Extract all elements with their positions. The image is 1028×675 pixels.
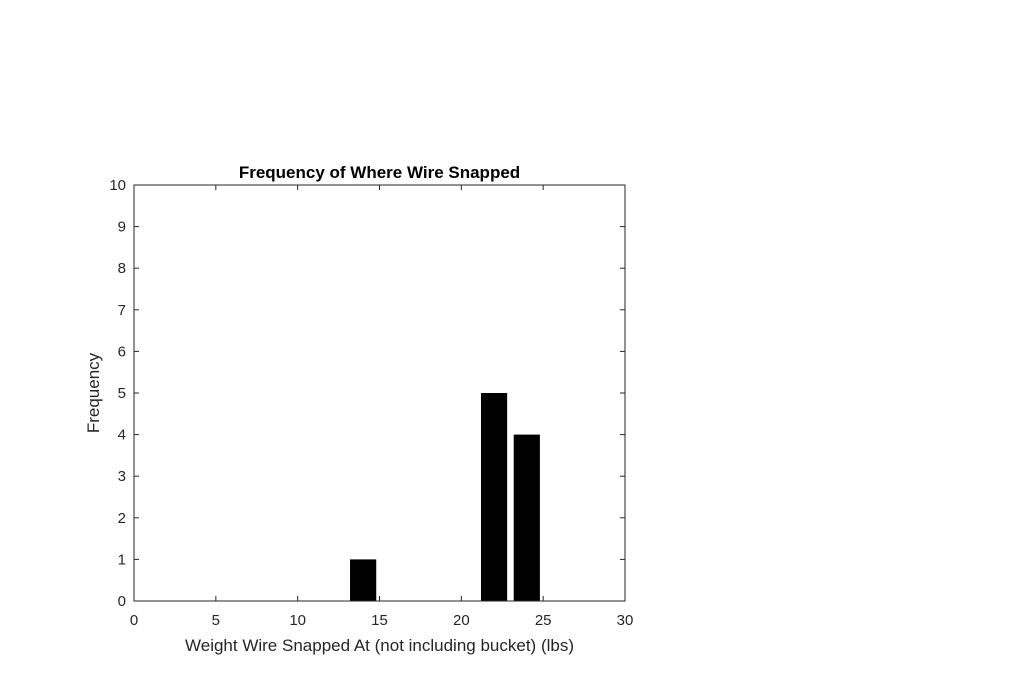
bars-group [350, 393, 540, 601]
ticks-group [133, 184, 626, 602]
y-tick-label-10: 10 [109, 177, 126, 194]
x-tick-label-30: 30 [617, 612, 634, 629]
tick-labels-group: 0 5 10 15 20 25 30 0 1 2 3 4 5 6 7 8 9 10 [109, 177, 633, 629]
x-tick-label-20: 20 [453, 612, 470, 629]
y-tick-label-2: 2 [118, 510, 126, 527]
x-axis-label: Weight Wire Snapped At (not including bu… [185, 636, 574, 655]
y-tick-label-1: 1 [118, 551, 126, 568]
y-tick-label-8: 8 [118, 260, 126, 277]
x-tick-label-10: 10 [289, 612, 306, 629]
axes-box [133, 184, 626, 602]
x-tick-label-5: 5 [212, 612, 220, 629]
y-tick-label-6: 6 [118, 343, 126, 360]
y-tick-label-3: 3 [118, 468, 126, 485]
y-tick-label-4: 4 [118, 427, 126, 444]
y-tick-label-7: 7 [118, 302, 126, 319]
x-tick-label-25: 25 [535, 612, 552, 629]
x-tick-label-0: 0 [130, 612, 138, 629]
bar-24 [513, 434, 540, 601]
bar-14 [350, 559, 377, 601]
x-tick-label-15: 15 [371, 612, 388, 629]
chart-title: Frequency of Where Wire Snapped [239, 163, 520, 182]
y-tick-label-0: 0 [118, 593, 126, 610]
y-tick-label-5: 5 [118, 385, 126, 402]
y-axis-label: Frequency [84, 352, 103, 433]
y-tick-label-9: 9 [118, 219, 126, 236]
bar-22 [480, 393, 508, 601]
